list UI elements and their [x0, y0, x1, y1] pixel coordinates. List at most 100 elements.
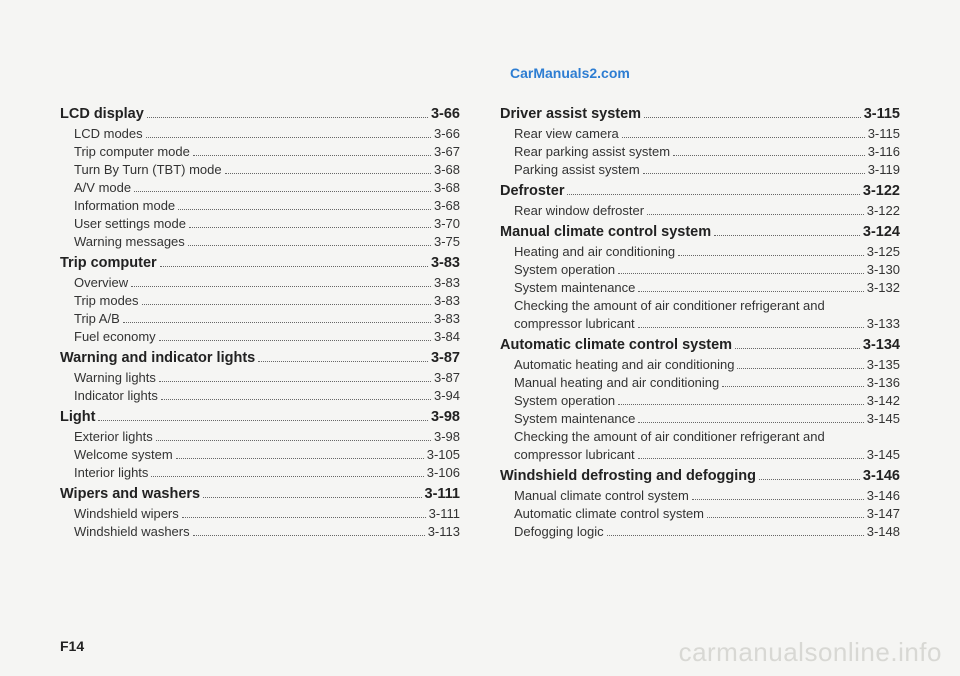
toc-item: Fuel economy3-84 — [60, 329, 460, 344]
toc-page-num: 3-111 — [425, 486, 461, 502]
toc-label: Defroster — [500, 183, 564, 199]
toc-dots — [146, 137, 431, 138]
toc-page-num: 3-115 — [864, 106, 900, 122]
toc-dots — [203, 497, 421, 498]
toc-dots — [638, 422, 863, 423]
toc-page-num: 3-146 — [863, 468, 900, 484]
toc-item: System maintenance3-132 — [500, 280, 900, 295]
toc-item: Trip modes 3-83 — [60, 293, 460, 308]
toc-label: Driver assist system — [500, 106, 641, 122]
page-number-footer: F14 — [60, 638, 84, 654]
toc-dots — [707, 517, 864, 518]
toc-dots — [182, 517, 426, 518]
toc-dots — [622, 137, 865, 138]
toc-label: Overview — [60, 275, 128, 290]
toc-section: Light3-98 — [60, 409, 460, 425]
toc-label: System maintenance — [500, 411, 635, 426]
toc-section: LCD display3-66 — [60, 106, 460, 122]
toc-dots — [567, 194, 859, 195]
toc-page-num: 3-83 — [434, 293, 460, 308]
toc-dots — [735, 348, 860, 349]
toc-page-num: 3-146 — [867, 488, 900, 503]
left-column: LCD display3-66 LCD modes 3-66 Trip compute… — [60, 100, 460, 542]
toc-dots — [142, 304, 431, 305]
toc-item: Checking the amount of air conditioner r… — [500, 429, 900, 444]
toc-page-num: 3-119 — [868, 162, 900, 177]
toc-dots — [178, 209, 431, 210]
toc-item: Trip computer mode3-67 — [60, 144, 460, 159]
toc-page-num: 3-124 — [863, 224, 900, 240]
toc-item: Turn By Turn (TBT) mode3-68 — [60, 162, 460, 177]
toc-label: Heating and air conditioning — [500, 244, 675, 259]
toc-label: Windshield wipers — [60, 506, 179, 521]
toc-item: Rear view camera3-115 — [500, 126, 900, 141]
watermark: carmanualsonline.info — [679, 637, 942, 668]
page-content: LCD display3-66 LCD modes 3-66 Trip compute… — [60, 70, 900, 646]
toc-page-num: 3-83 — [431, 255, 460, 271]
toc-section: Defroster3-122 — [500, 183, 900, 199]
toc-page-num: 3-113 — [428, 524, 460, 539]
toc-page-num: 3-87 — [431, 350, 460, 366]
toc-dots — [678, 255, 864, 256]
toc-page-num: 3-66 — [434, 126, 460, 141]
toc-page-num: 3-83 — [434, 275, 460, 290]
toc-page-num: 3-68 — [434, 198, 460, 213]
toc-dots — [147, 117, 428, 118]
toc-item: Warning lights3-87 — [60, 370, 460, 385]
toc-page-num: 3-87 — [434, 370, 460, 385]
toc-label: Manual climate control system — [500, 224, 711, 240]
toc-dots — [193, 535, 425, 536]
toc-page-num: 3-111 — [429, 506, 460, 521]
toc-dots — [638, 458, 864, 459]
toc-label: Trip modes — [60, 293, 139, 308]
toc-dots — [638, 327, 864, 328]
toc-dots — [692, 499, 864, 500]
toc-label: System operation — [500, 262, 615, 277]
toc-page-num: 3-125 — [867, 244, 900, 259]
toc-dots — [193, 155, 431, 156]
toc-dots — [123, 322, 431, 323]
toc-label: User settings mode — [60, 216, 186, 231]
toc-dots — [607, 535, 864, 536]
toc-dots — [188, 245, 431, 246]
toc-label: Parking assist system — [500, 162, 640, 177]
toc-label: LCD modes — [60, 126, 143, 141]
toc-label: Automatic climate control system — [500, 506, 704, 521]
toc-label: Turn By Turn (TBT) mode — [60, 162, 222, 177]
toc-label: compressor lubricant — [500, 447, 635, 462]
toc-dots — [159, 340, 431, 341]
toc-label: Windshield washers — [60, 524, 190, 539]
toc-item: Interior lights3-106 — [60, 465, 460, 480]
toc-label: Trip A/B — [60, 311, 120, 326]
toc-label: Automatic heating and air conditioning — [500, 357, 734, 372]
toc-item: Information mode 3-68 — [60, 198, 460, 213]
toc-item: Indicator lights3-94 — [60, 388, 460, 403]
toc-page-num: 3-105 — [427, 447, 460, 462]
toc-page-num: 3-70 — [434, 216, 460, 231]
toc-dots — [722, 386, 863, 387]
toc-item: Windshield washers 3-113 — [60, 524, 460, 539]
toc-page-num: 3-67 — [434, 144, 460, 159]
toc-label: Information mode — [60, 198, 175, 213]
toc-item: Defogging logic3-148 — [500, 524, 900, 539]
toc-label: Interior lights — [60, 465, 148, 480]
toc-item: Manual heating and air conditioning3-136 — [500, 375, 900, 390]
toc-section: Windshield defrosting and defogging3-146 — [500, 468, 900, 484]
right-column: Driver assist system 3-115 Rear view camer… — [500, 100, 900, 542]
toc-dots — [134, 191, 431, 192]
toc-label: Manual heating and air conditioning — [500, 375, 719, 390]
toc-item: Windshield wipers 3-111 — [60, 506, 460, 521]
toc-item: Checking the amount of air conditioner r… — [500, 298, 900, 313]
toc-item: compressor lubricant3-133 — [500, 316, 900, 331]
toc-label: Warning and indicator lights — [60, 350, 255, 366]
toc-dots — [737, 368, 863, 369]
toc-label: Light — [60, 409, 95, 425]
toc-item: System operation3-130 — [500, 262, 900, 277]
toc-item: Heating and air conditioning 3-125 — [500, 244, 900, 259]
toc-item: compressor lubricant3-145 — [500, 447, 900, 462]
toc-dots — [156, 440, 431, 441]
toc-dots — [161, 399, 431, 400]
toc-page-num: 3-142 — [867, 393, 900, 408]
toc-dots — [643, 173, 865, 174]
toc-section: Trip computer3-83 — [60, 255, 460, 271]
